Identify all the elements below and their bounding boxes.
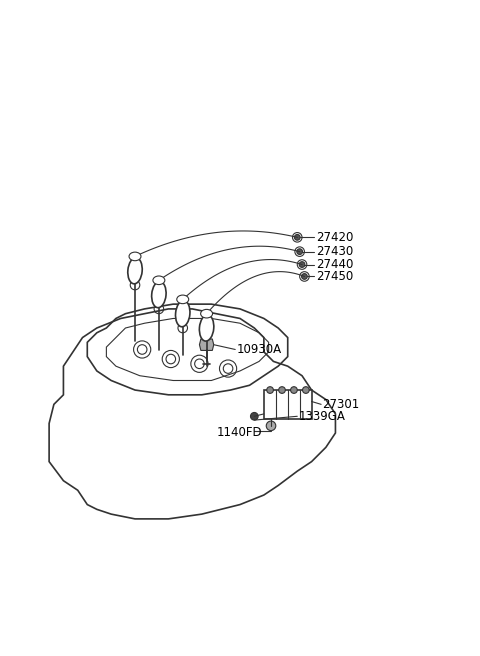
Text: 27420: 27420 [316,231,354,244]
Circle shape [294,234,300,240]
Text: 27301: 27301 [322,398,360,411]
Text: 1140FD: 1140FD [217,426,263,438]
Ellipse shape [153,276,165,285]
Circle shape [279,386,285,394]
Bar [264,390,312,419]
Ellipse shape [199,315,214,341]
Text: 1339GA: 1339GA [298,410,345,422]
Circle shape [251,413,258,420]
Ellipse shape [152,281,166,308]
Circle shape [301,274,307,279]
Circle shape [297,249,302,255]
Ellipse shape [129,252,141,260]
Circle shape [266,421,276,430]
Circle shape [297,260,307,270]
Circle shape [299,262,305,268]
Text: 27430: 27430 [316,245,354,258]
Ellipse shape [201,310,213,318]
Ellipse shape [177,295,189,304]
Circle shape [290,386,297,394]
Circle shape [267,386,274,394]
Circle shape [292,233,302,242]
Circle shape [302,386,309,394]
Polygon shape [199,339,214,350]
Circle shape [295,247,304,256]
Circle shape [300,272,309,281]
Text: 10930A: 10930A [236,343,281,356]
Ellipse shape [128,258,142,284]
Text: 27450: 27450 [316,270,354,283]
Text: 27440: 27440 [316,258,354,271]
Ellipse shape [176,300,190,327]
